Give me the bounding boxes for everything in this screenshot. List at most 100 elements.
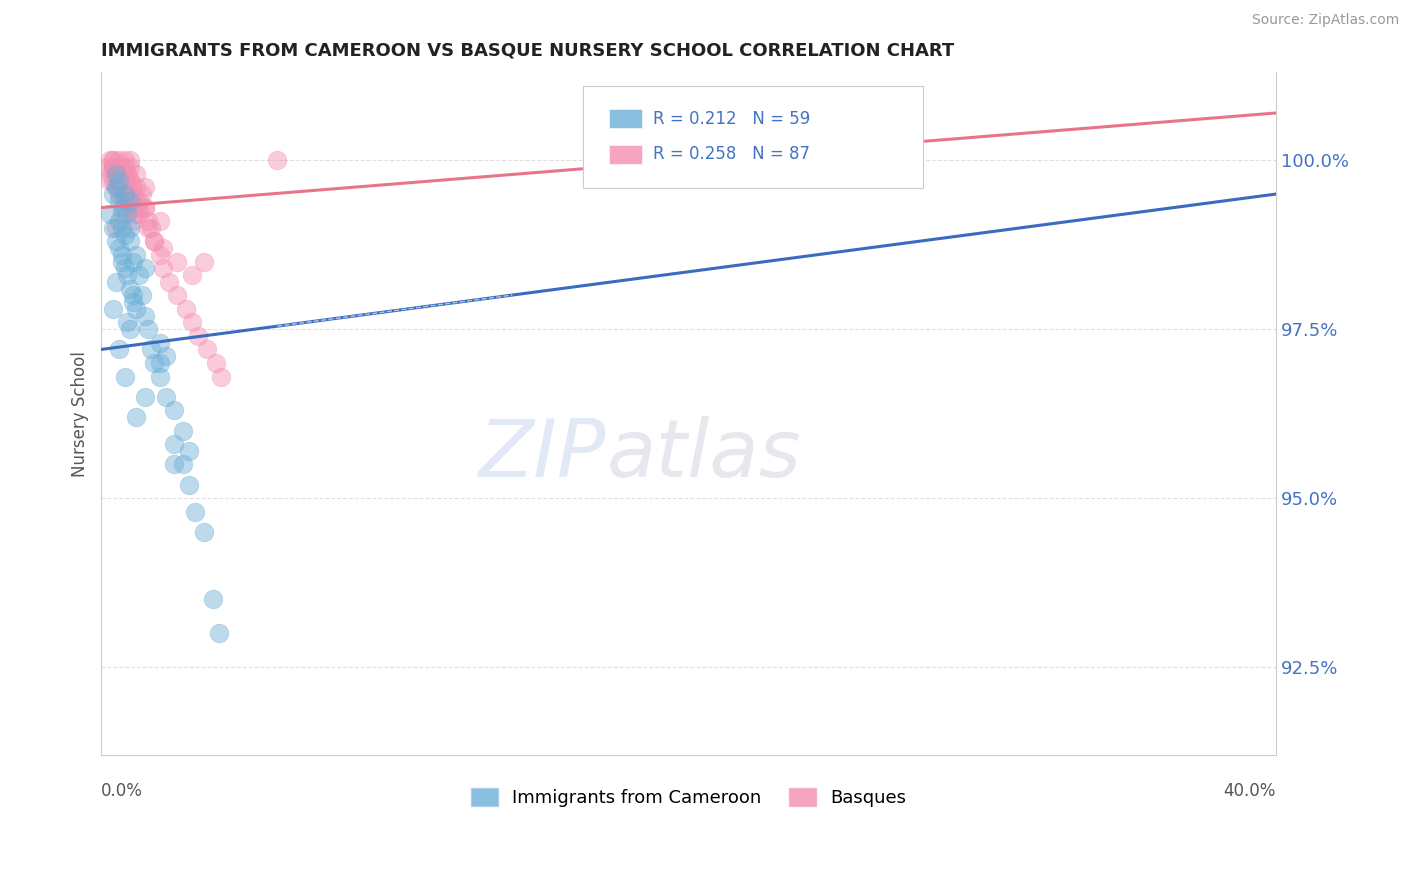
Point	[114, 173, 136, 187]
Point	[110, 254, 132, 268]
Point	[110, 160, 132, 174]
Point	[117, 268, 139, 282]
Point	[98, 207, 121, 221]
Point	[110, 187, 132, 202]
Point	[107, 343, 129, 357]
Point	[149, 335, 172, 350]
Point	[125, 207, 148, 221]
Point	[163, 403, 186, 417]
Point	[110, 180, 132, 194]
Point	[122, 201, 145, 215]
Point	[211, 369, 233, 384]
Point	[142, 235, 165, 249]
Point	[184, 505, 207, 519]
Point	[120, 194, 142, 208]
Point	[107, 167, 129, 181]
Point	[125, 248, 148, 262]
Point	[104, 180, 127, 194]
Text: ZIP: ZIP	[479, 416, 606, 493]
Point	[107, 173, 129, 187]
Point	[114, 167, 136, 181]
Point	[110, 201, 132, 215]
Point	[114, 187, 136, 202]
Point	[166, 254, 188, 268]
Point	[181, 315, 204, 329]
Point	[120, 173, 142, 187]
Point	[104, 167, 127, 181]
Point	[136, 322, 159, 336]
Point	[114, 194, 136, 208]
Point	[155, 390, 177, 404]
Text: Source: ZipAtlas.com: Source: ZipAtlas.com	[1251, 13, 1399, 28]
Point	[128, 201, 150, 215]
Point	[107, 160, 129, 174]
Text: atlas: atlas	[606, 416, 801, 493]
Point	[101, 187, 124, 202]
Bar	[609, 145, 641, 164]
Text: R = 0.212   N = 59: R = 0.212 N = 59	[654, 110, 810, 128]
Point	[104, 275, 127, 289]
Point	[179, 443, 201, 458]
Point	[134, 180, 156, 194]
Point	[155, 349, 177, 363]
Point	[110, 248, 132, 262]
Point	[107, 194, 129, 208]
Point	[101, 160, 124, 174]
Point	[139, 220, 162, 235]
Point	[107, 173, 129, 187]
Point	[104, 167, 127, 181]
Point	[193, 254, 215, 268]
Point	[120, 160, 142, 174]
Point	[152, 241, 174, 255]
Point	[122, 288, 145, 302]
Point	[193, 524, 215, 539]
Point	[125, 410, 148, 425]
Point	[107, 180, 129, 194]
Point	[104, 160, 127, 174]
Point	[114, 227, 136, 242]
Point	[107, 187, 129, 202]
Point	[125, 301, 148, 316]
Point	[117, 180, 139, 194]
Text: R = 0.258   N = 87: R = 0.258 N = 87	[654, 145, 810, 163]
Point	[117, 194, 139, 208]
Point	[120, 173, 142, 187]
Point	[104, 173, 127, 187]
Point	[266, 153, 288, 168]
Point	[101, 160, 124, 174]
Text: 40.0%: 40.0%	[1223, 782, 1277, 800]
Point	[120, 187, 142, 202]
Point	[120, 282, 142, 296]
Point	[114, 160, 136, 174]
Point	[125, 167, 148, 181]
Point	[179, 477, 201, 491]
Point	[114, 261, 136, 276]
Point	[134, 390, 156, 404]
Point	[101, 153, 124, 168]
Point	[149, 369, 172, 384]
Point	[131, 288, 153, 302]
Point	[195, 343, 218, 357]
Point	[122, 254, 145, 268]
Point	[110, 180, 132, 194]
Bar	[609, 110, 641, 128]
Point	[110, 207, 132, 221]
Point	[134, 201, 156, 215]
Point	[139, 343, 162, 357]
Point	[98, 173, 121, 187]
Point	[101, 301, 124, 316]
Point	[157, 275, 180, 289]
Point	[201, 592, 224, 607]
Point	[110, 167, 132, 181]
Point	[149, 248, 172, 262]
Point	[104, 167, 127, 181]
Point	[122, 187, 145, 202]
Point	[120, 153, 142, 168]
Point	[101, 220, 124, 235]
Point	[117, 167, 139, 181]
Point	[122, 180, 145, 194]
Point	[101, 173, 124, 187]
Point	[128, 194, 150, 208]
Point	[136, 214, 159, 228]
Point	[107, 167, 129, 181]
